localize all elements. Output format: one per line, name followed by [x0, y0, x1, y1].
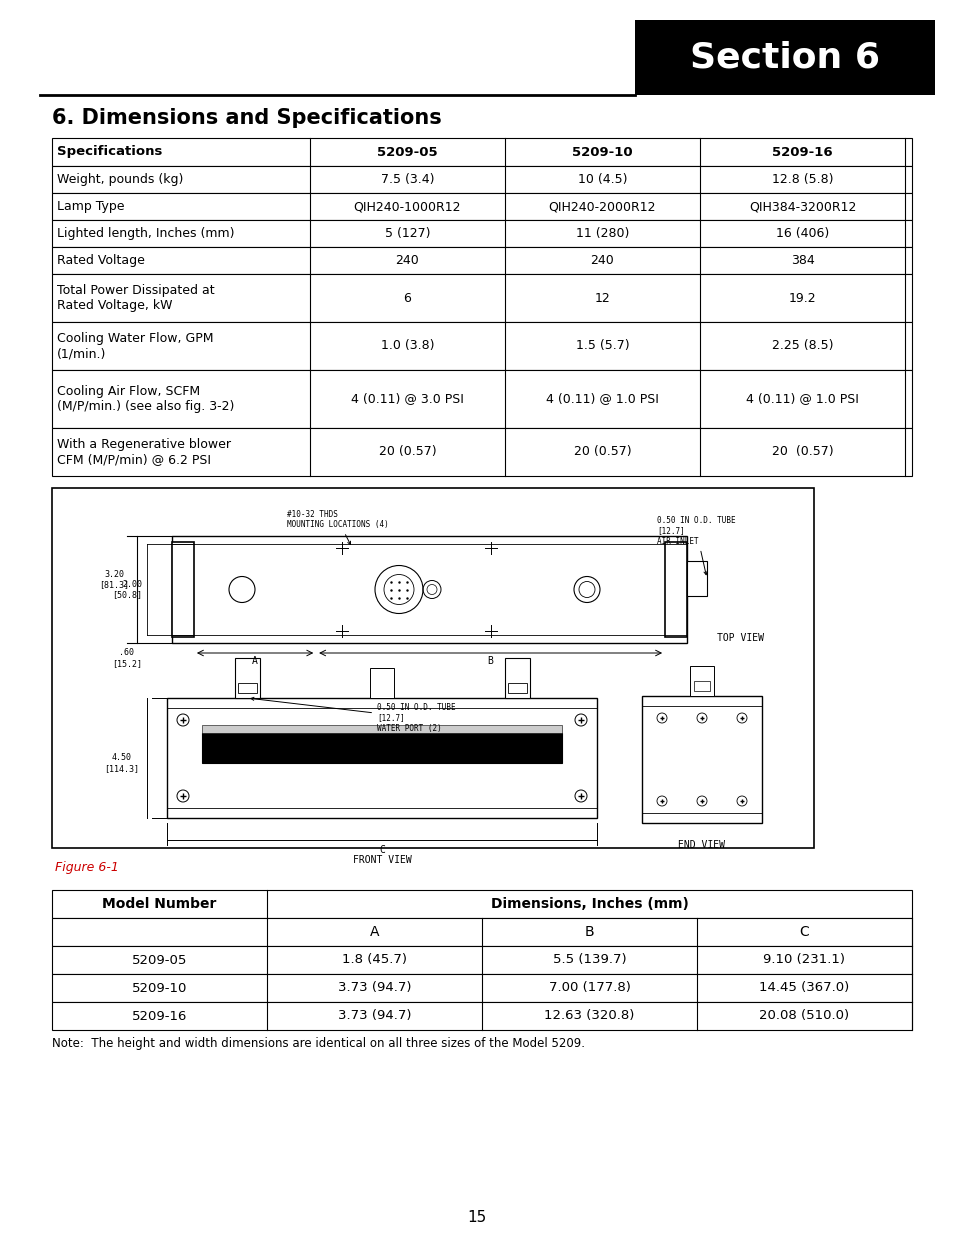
Text: 15: 15 — [467, 1210, 486, 1225]
Text: 14.45 (367.0): 14.45 (367.0) — [759, 982, 849, 994]
Bar — [52, 274, 911, 322]
Text: Figure 6-1: Figure 6-1 — [55, 862, 119, 874]
Bar — [52, 322, 911, 370]
Text: 4.50
[114.3]: 4.50 [114.3] — [105, 753, 139, 773]
Text: 3.73 (94.7): 3.73 (94.7) — [337, 1009, 411, 1023]
Bar — [52, 918, 911, 946]
Text: 20  (0.57): 20 (0.57) — [771, 446, 832, 458]
Text: 5209-05: 5209-05 — [132, 953, 187, 967]
Text: Model Number: Model Number — [102, 897, 216, 911]
Text: 9.10 (231.1): 9.10 (231.1) — [762, 953, 844, 967]
Text: Total Power Dissipated at
Rated Voltage, kW: Total Power Dissipated at Rated Voltage,… — [57, 284, 214, 312]
Text: Rated Voltage: Rated Voltage — [57, 254, 145, 267]
Text: 4 (0.11) @ 3.0 PSI: 4 (0.11) @ 3.0 PSI — [351, 393, 463, 405]
Bar — [237, 683, 256, 693]
Text: 7.00 (177.8): 7.00 (177.8) — [548, 982, 630, 994]
Bar — [52, 370, 911, 429]
Text: B: B — [584, 925, 594, 939]
Text: 2.00
[50.8]: 2.00 [50.8] — [112, 579, 142, 599]
Bar — [202, 734, 561, 763]
Text: 6. Dimensions and Specifications: 6. Dimensions and Specifications — [52, 107, 441, 128]
Bar — [507, 683, 526, 693]
Text: 5.5 (139.7): 5.5 (139.7) — [552, 953, 626, 967]
Bar — [167, 698, 597, 818]
Text: 12: 12 — [594, 291, 610, 305]
Text: 5209-05: 5209-05 — [376, 146, 437, 158]
Text: TOP VIEW: TOP VIEW — [717, 634, 763, 643]
Text: 240: 240 — [590, 254, 614, 267]
Bar — [234, 658, 260, 698]
Text: 20.08 (510.0): 20.08 (510.0) — [759, 1009, 849, 1023]
Text: END VIEW: END VIEW — [678, 840, 724, 850]
Text: 5209-10: 5209-10 — [572, 146, 632, 158]
Text: Cooling Water Flow, GPM
(1/min.): Cooling Water Flow, GPM (1/min.) — [57, 332, 213, 361]
Text: 10 (4.5): 10 (4.5) — [578, 173, 626, 186]
Text: 5209-16: 5209-16 — [771, 146, 832, 158]
Text: Section 6: Section 6 — [689, 41, 879, 74]
Bar — [202, 725, 561, 734]
Text: QIH240-2000R12: QIH240-2000R12 — [548, 200, 656, 212]
Bar — [52, 974, 911, 1002]
Text: 5209-16: 5209-16 — [132, 1009, 187, 1023]
Bar — [52, 247, 911, 274]
Text: 20 (0.57): 20 (0.57) — [378, 446, 436, 458]
Text: Lamp Type: Lamp Type — [57, 200, 125, 212]
Text: A: A — [252, 656, 257, 666]
Text: Lighted length, Inches (mm): Lighted length, Inches (mm) — [57, 227, 234, 240]
Bar — [52, 429, 911, 475]
Bar — [52, 488, 813, 848]
Text: 384: 384 — [790, 254, 814, 267]
Text: A: A — [370, 925, 379, 939]
Text: 19.2: 19.2 — [788, 291, 816, 305]
Text: .60
[15.2]: .60 [15.2] — [112, 648, 142, 668]
Text: 1.0 (3.8): 1.0 (3.8) — [380, 340, 434, 352]
Bar — [52, 138, 911, 165]
Text: 12.63 (320.8): 12.63 (320.8) — [544, 1009, 634, 1023]
Text: Dimensions, Inches (mm): Dimensions, Inches (mm) — [490, 897, 688, 911]
Text: 5 (127): 5 (127) — [384, 227, 430, 240]
Text: 16 (406): 16 (406) — [775, 227, 828, 240]
Text: Cooling Air Flow, SCFM
(M/P/min.) (see also fig. 3-2): Cooling Air Flow, SCFM (M/P/min.) (see a… — [57, 385, 234, 414]
Bar — [693, 680, 709, 692]
Text: C: C — [799, 925, 808, 939]
Bar — [664, 542, 686, 637]
Bar — [52, 890, 911, 918]
Bar — [689, 666, 713, 697]
Bar — [52, 1002, 911, 1030]
Text: With a Regenerative blower
CFM (M/P/min) @ 6.2 PSI: With a Regenerative blower CFM (M/P/min)… — [57, 437, 231, 467]
Text: 3.20
[81.3]: 3.20 [81.3] — [99, 569, 129, 589]
Text: #10-32 THDS
MOUNTING LOCATIONS (4): #10-32 THDS MOUNTING LOCATIONS (4) — [287, 510, 388, 545]
Text: 12.8 (5.8): 12.8 (5.8) — [771, 173, 832, 186]
Text: 1.5 (5.7): 1.5 (5.7) — [575, 340, 629, 352]
Text: B: B — [487, 656, 493, 666]
Text: 6: 6 — [403, 291, 411, 305]
Bar — [172, 536, 686, 643]
Bar — [52, 193, 911, 220]
Text: Note:  The height and width dimensions are identical on all three sizes of the M: Note: The height and width dimensions ar… — [52, 1037, 584, 1051]
Text: 7.5 (3.4): 7.5 (3.4) — [380, 173, 434, 186]
Text: 4 (0.11) @ 1.0 PSI: 4 (0.11) @ 1.0 PSI — [545, 393, 659, 405]
Text: 240: 240 — [395, 254, 419, 267]
Bar — [370, 668, 394, 698]
Text: 0.50 IN O.D. TUBE
[12.7]
AIR INLET: 0.50 IN O.D. TUBE [12.7] AIR INLET — [657, 516, 735, 574]
Bar — [641, 697, 761, 823]
Text: QIH240-1000R12: QIH240-1000R12 — [354, 200, 460, 212]
Bar — [52, 220, 911, 247]
Bar — [504, 658, 530, 698]
Text: 2.25 (8.5): 2.25 (8.5) — [771, 340, 832, 352]
Bar — [635, 20, 934, 95]
Text: FRONT VIEW: FRONT VIEW — [353, 855, 411, 864]
Text: 0.50 IN O.D. TUBE
[12.7]
WATER PORT (2): 0.50 IN O.D. TUBE [12.7] WATER PORT (2) — [251, 698, 456, 732]
Text: 20 (0.57): 20 (0.57) — [573, 446, 631, 458]
Text: 3.73 (94.7): 3.73 (94.7) — [337, 982, 411, 994]
Text: Weight, pounds (kg): Weight, pounds (kg) — [57, 173, 183, 186]
Text: 11 (280): 11 (280) — [576, 227, 629, 240]
Text: 5209-10: 5209-10 — [132, 982, 187, 994]
Bar — [172, 542, 193, 637]
Text: Specifications: Specifications — [57, 146, 162, 158]
Bar — [52, 946, 911, 974]
Bar — [52, 165, 911, 193]
Text: QIH384-3200R12: QIH384-3200R12 — [748, 200, 855, 212]
Bar — [686, 561, 706, 597]
Text: 4 (0.11) @ 1.0 PSI: 4 (0.11) @ 1.0 PSI — [745, 393, 858, 405]
